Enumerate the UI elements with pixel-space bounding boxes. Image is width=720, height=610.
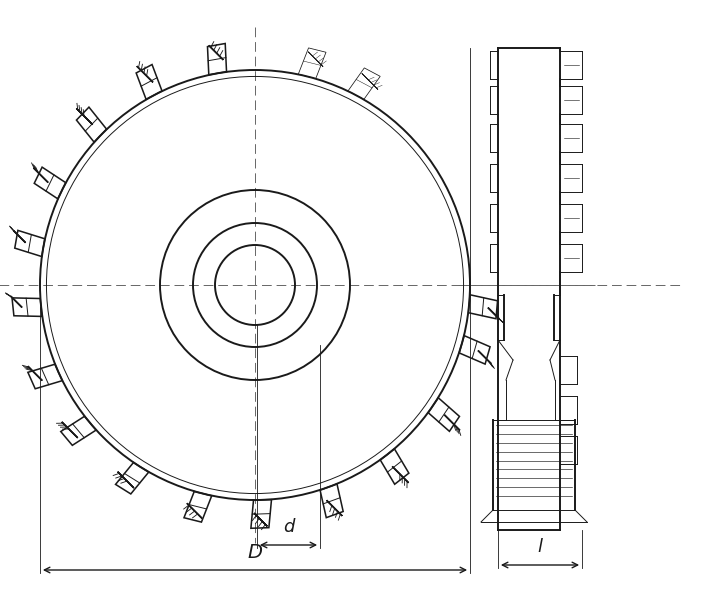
- Text: d: d: [283, 518, 294, 536]
- Text: D: D: [248, 542, 263, 561]
- Text: l: l: [538, 538, 542, 556]
